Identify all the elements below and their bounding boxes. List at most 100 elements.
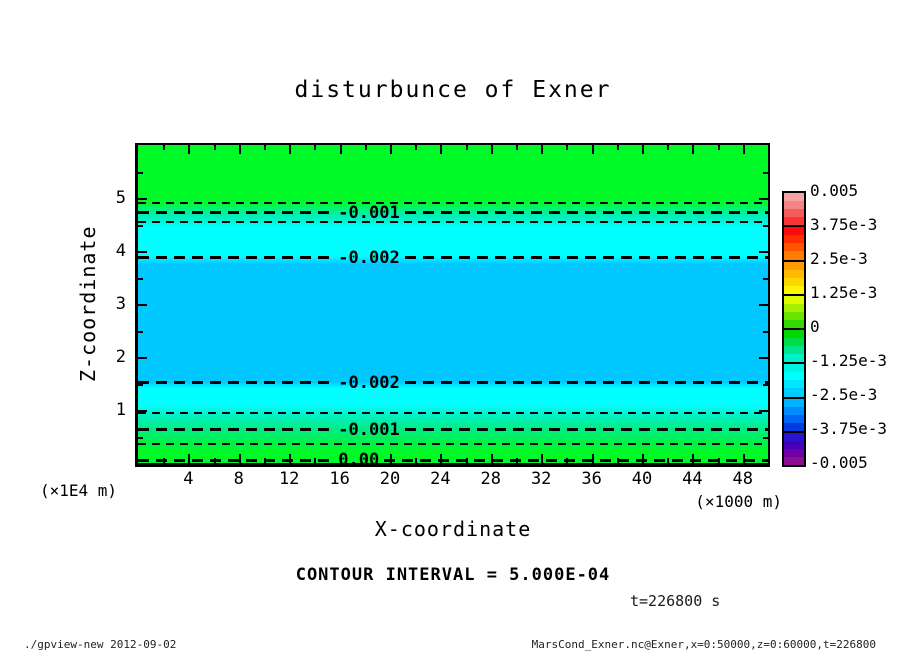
contour-interval-note: CONTOUR INTERVAL = 5.000E-04 [295,565,611,585]
y-axis-tick [138,383,143,386]
x-axis-tick [616,458,619,463]
contour-line: -0.002 [138,374,768,392]
contour-line-segment [138,202,768,205]
colorbar-subcell [784,227,804,236]
colorbar-cell [784,261,804,296]
colorbar-subcell [784,380,804,389]
contour-line-segment [138,458,334,462]
colorbar-subcell [784,448,804,457]
x-tick-label: 36 [581,469,602,489]
x-axis-tick [289,145,292,154]
contour-line-segment [138,428,334,432]
colorbar-subcell [784,338,804,347]
x-tick-label: 4 [183,469,194,489]
chart-title: disturbunce of Exner [294,77,612,103]
y-axis-tick [763,277,768,280]
x-axis-tick [490,454,493,463]
x-axis-tick [163,458,166,463]
x-axis-label: X-coordinate [374,517,532,541]
y-axis-tick [759,304,768,306]
colorbar-tick-label: 2.5e-3 [810,249,868,268]
x-axis-tick [213,458,216,463]
x-axis-tick [440,454,443,463]
colorbar-tick-label: 3.75e-3 [810,215,878,234]
x-tick-label: 24 [430,469,451,489]
x-tick-label: 8 [233,469,244,489]
x-axis-tick [692,145,695,154]
colorbar-subcell [784,235,804,244]
y-axis-tick [763,224,768,227]
plot-frame [135,143,770,467]
x-axis-tick [163,145,166,150]
y-axis-tick [763,436,768,439]
contour-line: 0.00 [138,451,768,469]
contour-line-segment [384,458,768,462]
y-tick-label: 1 [115,400,126,420]
colorbar-subcell [784,209,804,218]
y-axis-tick [763,171,768,174]
x-axis-tick [616,145,619,150]
contour-label: -0.001 [338,202,400,223]
contour-line-segment [404,256,768,260]
y-tick-label: 4 [115,241,126,261]
contour-line [138,442,768,445]
x-axis-tick [188,454,191,463]
colorbar-subcell [784,456,804,465]
colorbar-subcell [784,261,804,270]
x-tick-label: 20 [379,469,401,489]
contour-line-segment [138,220,768,223]
x-axis-tick [541,454,544,463]
colorbar-subcell [784,330,804,339]
y-axis-tick [138,171,143,174]
colorbar-tick-label: -3.75e-3 [810,419,888,438]
colorbar-subcell [784,251,804,260]
x-tick-label: 48 [732,469,754,489]
colorbar-subcell [784,217,804,226]
x-tick-label: 44 [682,469,703,489]
x-axis-tick [717,145,720,150]
colorbar-cell [784,330,804,365]
colorbar-subcell [784,319,804,328]
colorbar-subcell [784,432,804,441]
x-tick-label: 32 [530,469,552,489]
x-axis-tick [591,454,594,463]
x-tick-label: 12 [278,469,300,489]
colorbar-subcell [784,243,804,252]
x-axis-tick [289,454,292,463]
x-axis-tick [364,145,367,150]
x-axis-tick [516,458,518,463]
contour-label: -0.002 [338,247,400,268]
contour-line: -0.002 [138,249,768,267]
x-axis-tick [314,145,317,150]
footer-source-text: MarsCond_Exner.nc@Exner,x=0:50000,z=0:60… [531,638,876,651]
x-axis-tick [742,145,745,154]
contour-label: -0.002 [338,372,400,393]
colorbar-subcell [784,414,804,423]
y-axis-tick [138,330,143,333]
x-axis-tick [415,145,418,150]
contour-line [138,411,768,414]
contour-label: -0.001 [338,419,400,440]
colorbar-subcell [784,311,804,320]
x-axis-tick [692,454,695,463]
colorbar-subcell [784,201,804,210]
x-tick-label: 16 [329,469,350,489]
colorbar-subcell [784,346,804,355]
y-axis-tick [759,198,768,200]
y-axis-tick [763,330,768,333]
x-tick-label: 28 [480,469,502,489]
x-axis-tick [238,454,241,463]
colorbar-subcell [784,398,804,407]
y-axis-tick [138,304,147,306]
x-axis-tick [465,145,468,150]
y-axis-tick [138,224,143,227]
x-axis-tick [742,454,745,463]
time-annotation: t=226800 s [630,592,721,610]
x-axis-tick [591,145,594,154]
y-axis-tick [138,198,147,200]
y-axis-unit: (×1E4 m) [40,481,118,500]
x-axis-tick [213,145,216,150]
x-axis-tick [516,145,518,150]
colorbar-cell [784,364,804,399]
